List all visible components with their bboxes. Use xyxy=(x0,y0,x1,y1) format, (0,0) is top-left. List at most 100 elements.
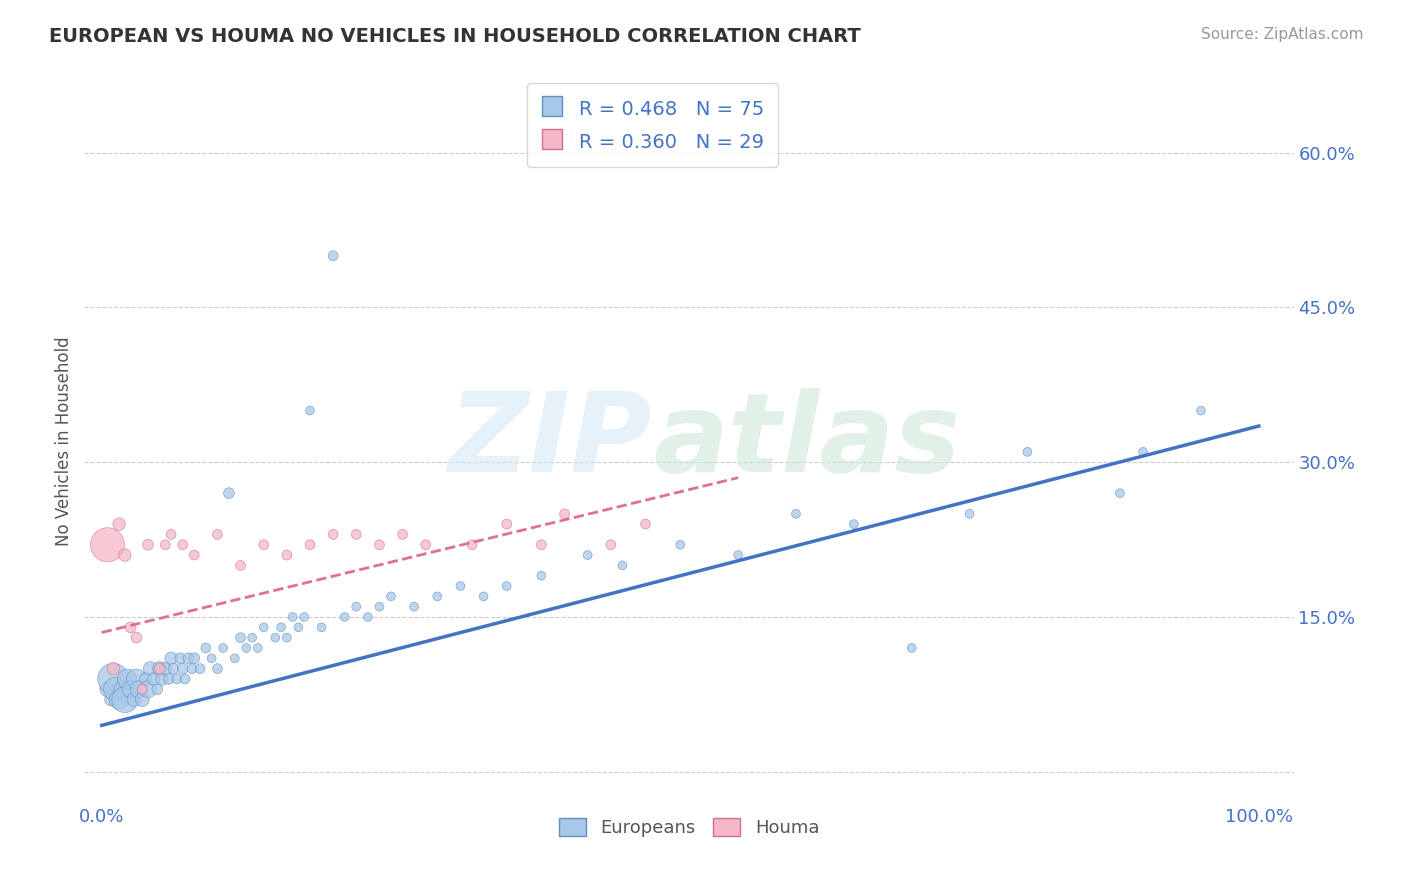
Point xyxy=(139,662,162,676)
Point xyxy=(276,631,298,645)
Point xyxy=(172,538,194,552)
Point xyxy=(404,599,426,614)
Point xyxy=(426,590,449,604)
Point xyxy=(495,579,517,593)
Point xyxy=(104,682,127,697)
Point xyxy=(634,517,657,532)
Point xyxy=(212,640,235,655)
Point xyxy=(1189,403,1212,417)
Text: ZIP: ZIP xyxy=(449,388,652,495)
Point xyxy=(276,548,298,562)
Point xyxy=(201,651,224,665)
Point xyxy=(136,682,159,697)
Point xyxy=(415,538,437,552)
Point xyxy=(461,538,484,552)
Point xyxy=(472,590,495,604)
Point xyxy=(155,538,177,552)
Point xyxy=(599,538,621,552)
Point xyxy=(298,538,321,552)
Point xyxy=(162,662,184,676)
Point xyxy=(125,672,148,686)
Point xyxy=(270,620,292,634)
Point xyxy=(114,548,136,562)
Point xyxy=(146,682,169,697)
Point xyxy=(1017,445,1039,459)
Point xyxy=(131,682,153,697)
Point xyxy=(136,538,159,552)
Point xyxy=(128,682,150,697)
Point xyxy=(785,507,807,521)
Point xyxy=(391,527,413,541)
Point xyxy=(368,538,391,552)
Point xyxy=(172,662,194,676)
Point xyxy=(612,558,634,573)
Point xyxy=(287,620,309,634)
Point xyxy=(188,662,211,676)
Point xyxy=(495,517,517,532)
Point xyxy=(530,568,553,582)
Point xyxy=(333,610,356,624)
Point xyxy=(194,640,217,655)
Point xyxy=(103,662,125,676)
Point xyxy=(253,620,276,634)
Point xyxy=(142,672,165,686)
Point xyxy=(218,486,240,500)
Point xyxy=(235,640,257,655)
Point xyxy=(131,692,153,706)
Point xyxy=(281,610,304,624)
Point xyxy=(108,692,131,706)
Point xyxy=(111,682,134,697)
Point xyxy=(253,538,276,552)
Point xyxy=(120,620,142,634)
Point xyxy=(240,631,263,645)
Point xyxy=(160,527,183,541)
Point xyxy=(148,662,170,676)
Point xyxy=(229,558,252,573)
Point xyxy=(103,672,125,686)
Point xyxy=(311,620,333,634)
Point xyxy=(669,538,692,552)
Point xyxy=(183,651,205,665)
Point xyxy=(322,249,344,263)
Point xyxy=(148,662,170,676)
Point xyxy=(183,548,205,562)
Text: atlas: atlas xyxy=(652,388,960,495)
Point xyxy=(181,662,204,676)
Point xyxy=(115,672,138,686)
Legend: Europeans, Houma: Europeans, Houma xyxy=(551,811,827,845)
Point xyxy=(368,599,391,614)
Text: Source: ZipAtlas.com: Source: ZipAtlas.com xyxy=(1201,27,1364,42)
Point xyxy=(177,651,200,665)
Point xyxy=(246,640,269,655)
Point xyxy=(157,672,180,686)
Point xyxy=(1109,486,1132,500)
Point xyxy=(842,517,865,532)
Point xyxy=(114,692,136,706)
Point xyxy=(380,590,402,604)
Point xyxy=(576,548,599,562)
Point xyxy=(900,640,922,655)
Point xyxy=(96,538,118,552)
Point xyxy=(108,517,131,532)
Point xyxy=(160,651,183,665)
Point xyxy=(449,579,471,593)
Point xyxy=(122,692,145,706)
Point xyxy=(264,631,287,645)
Point xyxy=(1132,445,1154,459)
Point xyxy=(169,651,191,665)
Point xyxy=(135,672,157,686)
Point xyxy=(125,631,148,645)
Point xyxy=(224,651,246,665)
Point xyxy=(530,538,553,552)
Point xyxy=(166,672,188,686)
Point xyxy=(292,610,315,624)
Point xyxy=(727,548,749,562)
Point xyxy=(344,599,367,614)
Point xyxy=(959,507,981,521)
Point xyxy=(155,662,177,676)
Point xyxy=(174,672,197,686)
Text: EUROPEAN VS HOUMA NO VEHICLES IN HOUSEHOLD CORRELATION CHART: EUROPEAN VS HOUMA NO VEHICLES IN HOUSEHO… xyxy=(49,27,860,45)
Point xyxy=(229,631,252,645)
Point xyxy=(322,527,344,541)
Point xyxy=(207,527,229,541)
